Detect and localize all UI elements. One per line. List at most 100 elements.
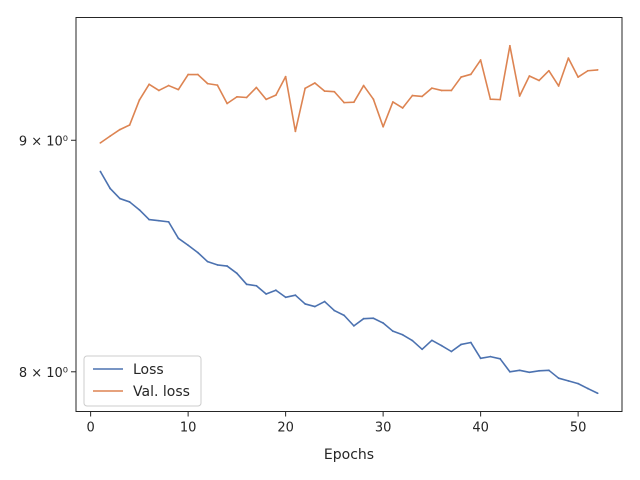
x-tick-label: 20: [277, 421, 294, 436]
data-point-loss: [323, 300, 326, 303]
data-point-val-loss: [216, 84, 219, 87]
data-point-loss: [489, 355, 492, 358]
data-point-val-loss: [167, 84, 170, 87]
data-point-val-loss: [177, 88, 180, 91]
data-point-loss: [177, 237, 180, 240]
data-point-val-loss: [343, 101, 346, 104]
data-point-val-loss: [109, 135, 112, 138]
data-point-loss: [450, 350, 453, 353]
data-point-loss: [138, 208, 141, 211]
data-point-val-loss: [245, 96, 248, 99]
data-point-loss: [109, 187, 112, 190]
data-point-val-loss: [187, 73, 190, 76]
data-point-loss: [401, 333, 404, 336]
data-point-loss: [421, 348, 424, 351]
data-point-val-loss: [567, 57, 570, 60]
data-point-loss: [440, 344, 443, 347]
data-point-val-loss: [352, 101, 355, 104]
x-axis: 0 10 20 30 40 50: [86, 411, 586, 436]
data-point-val-loss: [294, 130, 297, 133]
data-point-loss: [333, 309, 336, 312]
data-point-loss: [167, 220, 170, 223]
data-point-val-loss: [508, 44, 511, 47]
data-point-val-loss: [460, 76, 463, 78]
data-point-val-loss: [469, 73, 472, 76]
data-point-val-loss: [499, 98, 502, 101]
data-point-loss: [352, 324, 355, 327]
data-point-loss: [372, 317, 375, 320]
data-point-loss: [479, 357, 482, 360]
data-point-loss: [518, 369, 521, 372]
x-tick-label: 0: [86, 421, 94, 436]
data-point-loss: [196, 251, 199, 254]
data-point-loss: [343, 314, 346, 317]
data-point-val-loss: [421, 95, 424, 98]
data-point-loss: [411, 339, 414, 342]
series-line-val-loss: [99, 45, 598, 144]
data-point-loss: [430, 339, 433, 342]
x-tick-label: 40: [472, 421, 489, 436]
data-point-loss: [538, 369, 541, 372]
series-line-loss: [99, 171, 598, 395]
y-axis: 8 × 10⁰ 9 × 10⁰: [19, 134, 76, 381]
data-point-loss: [304, 303, 307, 305]
y-tick-label: 8 × 10⁰: [19, 366, 68, 381]
y-tick-label: 9 × 10⁰: [19, 134, 68, 149]
data-point-loss: [528, 371, 531, 374]
data-point-val-loss: [489, 98, 492, 101]
data-point-loss: [567, 380, 570, 382]
data-point-loss: [313, 305, 316, 308]
data-point-val-loss: [255, 86, 258, 89]
data-point-val-loss: [518, 95, 521, 97]
data-point-val-loss: [391, 101, 394, 103]
data-point-loss: [382, 322, 385, 324]
data-point-loss: [128, 201, 131, 203]
data-point-loss: [586, 387, 589, 390]
legend-label-val-loss: Val. loss: [133, 384, 190, 400]
data-point-loss: [391, 330, 394, 333]
data-point-val-loss: [586, 69, 589, 72]
data-point-val-loss: [304, 87, 307, 90]
data-point-loss: [148, 218, 151, 221]
data-point-val-loss: [450, 89, 453, 92]
data-point-loss: [216, 264, 219, 266]
data-point-val-loss: [118, 128, 121, 131]
data-point-loss: [469, 341, 472, 344]
data-point-loss: [557, 377, 560, 380]
data-point-val-loss: [596, 69, 599, 71]
data-point-loss: [499, 357, 502, 360]
data-point-val-loss: [372, 98, 375, 101]
data-point-val-loss: [547, 69, 550, 72]
data-point-loss: [245, 283, 248, 286]
x-tick-label: 30: [375, 421, 392, 436]
legend: Loss Val. loss: [83, 355, 202, 407]
data-point-val-loss: [206, 82, 209, 85]
data-point-loss: [547, 369, 550, 372]
data-point-val-loss: [538, 79, 541, 82]
data-point-loss: [294, 294, 297, 297]
data-point-loss: [118, 197, 121, 200]
data-point-loss: [508, 370, 511, 373]
data-point-val-loss: [196, 73, 199, 76]
data-point-val-loss: [265, 98, 268, 101]
data-point-val-loss: [157, 89, 160, 92]
series-layer: [99, 44, 599, 395]
data-point-val-loss: [313, 82, 316, 84]
data-point-loss: [284, 296, 287, 299]
data-point-val-loss: [323, 90, 326, 92]
data-point-val-loss: [128, 124, 131, 126]
data-point-val-loss: [362, 84, 365, 87]
data-point-loss: [187, 244, 190, 247]
data-point-val-loss: [333, 90, 336, 93]
data-point-val-loss: [99, 141, 102, 144]
data-point-loss: [99, 170, 102, 173]
data-point-val-loss: [528, 75, 531, 77]
data-point-val-loss: [479, 59, 482, 61]
data-point-val-loss: [138, 99, 141, 101]
legend-label-loss: Loss: [133, 362, 164, 378]
data-point-loss: [206, 260, 209, 263]
data-point-loss: [265, 293, 268, 295]
data-point-loss: [274, 289, 277, 292]
data-point-val-loss: [274, 94, 277, 97]
